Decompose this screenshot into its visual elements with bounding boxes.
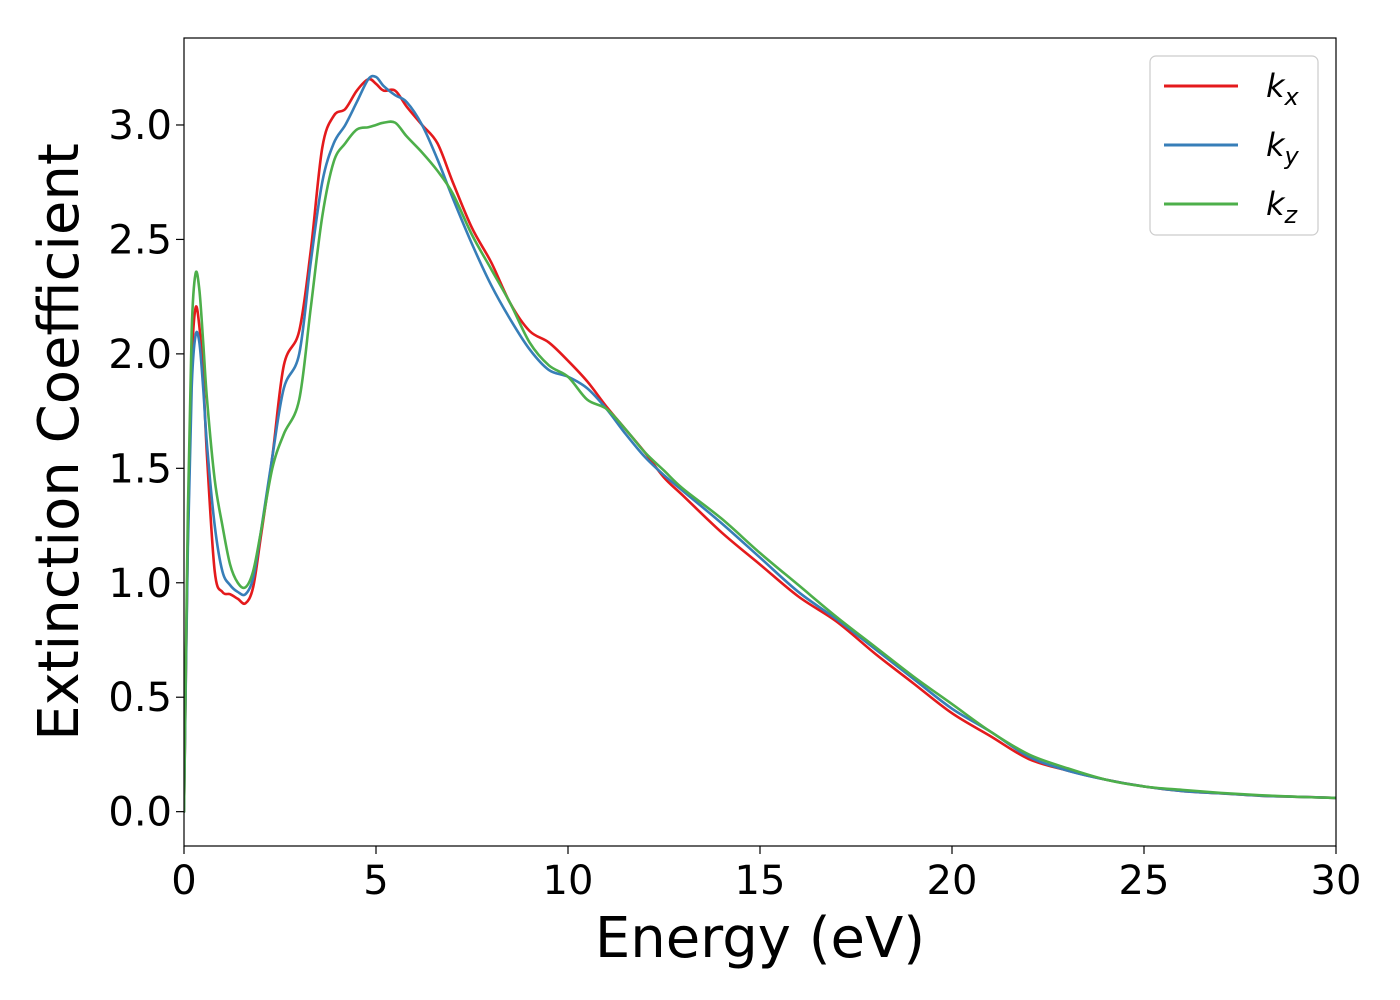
legend-label-subscript: z bbox=[1284, 201, 1299, 229]
legend-label-kx: kx bbox=[1266, 67, 1300, 111]
x-tick-label: 30 bbox=[1311, 858, 1362, 904]
y-tick-label: 1.5 bbox=[108, 446, 172, 492]
x-tick-label: 20 bbox=[927, 858, 978, 904]
y-tick-label: 2.5 bbox=[108, 217, 172, 263]
legend-label-base: k bbox=[1266, 67, 1286, 105]
legend-label-subscript: x bbox=[1284, 83, 1300, 111]
y-axis-title: Extinction Coefficient bbox=[27, 143, 92, 741]
x-axis: 0 5 10 15 20 25 30 bbox=[171, 846, 1361, 904]
x-tick-label: 0 bbox=[171, 858, 196, 904]
series-line-kz bbox=[184, 120, 1336, 813]
y-tick-label: 1.0 bbox=[108, 561, 172, 607]
x-tick-label: 5 bbox=[363, 858, 388, 904]
legend-label-base: k bbox=[1266, 126, 1286, 164]
y-tick-label: 2.0 bbox=[108, 332, 172, 378]
x-axis-title: Energy (eV) bbox=[595, 906, 925, 971]
legend-label-kz: kz bbox=[1266, 185, 1299, 229]
plot-area bbox=[184, 38, 1336, 846]
legend-label-ky: ky bbox=[1266, 126, 1300, 170]
y-tick-label: 3.0 bbox=[108, 103, 172, 149]
y-tick-label: 0.0 bbox=[108, 790, 172, 836]
x-tick-label: 10 bbox=[543, 858, 594, 904]
y-axis: 0.0 0.5 1.0 1.5 2.0 2.5 3.0 bbox=[108, 103, 184, 836]
x-tick-label: 25 bbox=[1119, 858, 1170, 904]
series-line-ky bbox=[184, 74, 1336, 813]
series-line-kx bbox=[184, 77, 1336, 813]
series-layer bbox=[184, 74, 1336, 813]
legend-label-subscript: y bbox=[1284, 142, 1300, 170]
y-tick-label: 0.5 bbox=[108, 675, 172, 721]
legend-label-base: k bbox=[1266, 185, 1286, 223]
x-tick-label: 15 bbox=[735, 858, 786, 904]
